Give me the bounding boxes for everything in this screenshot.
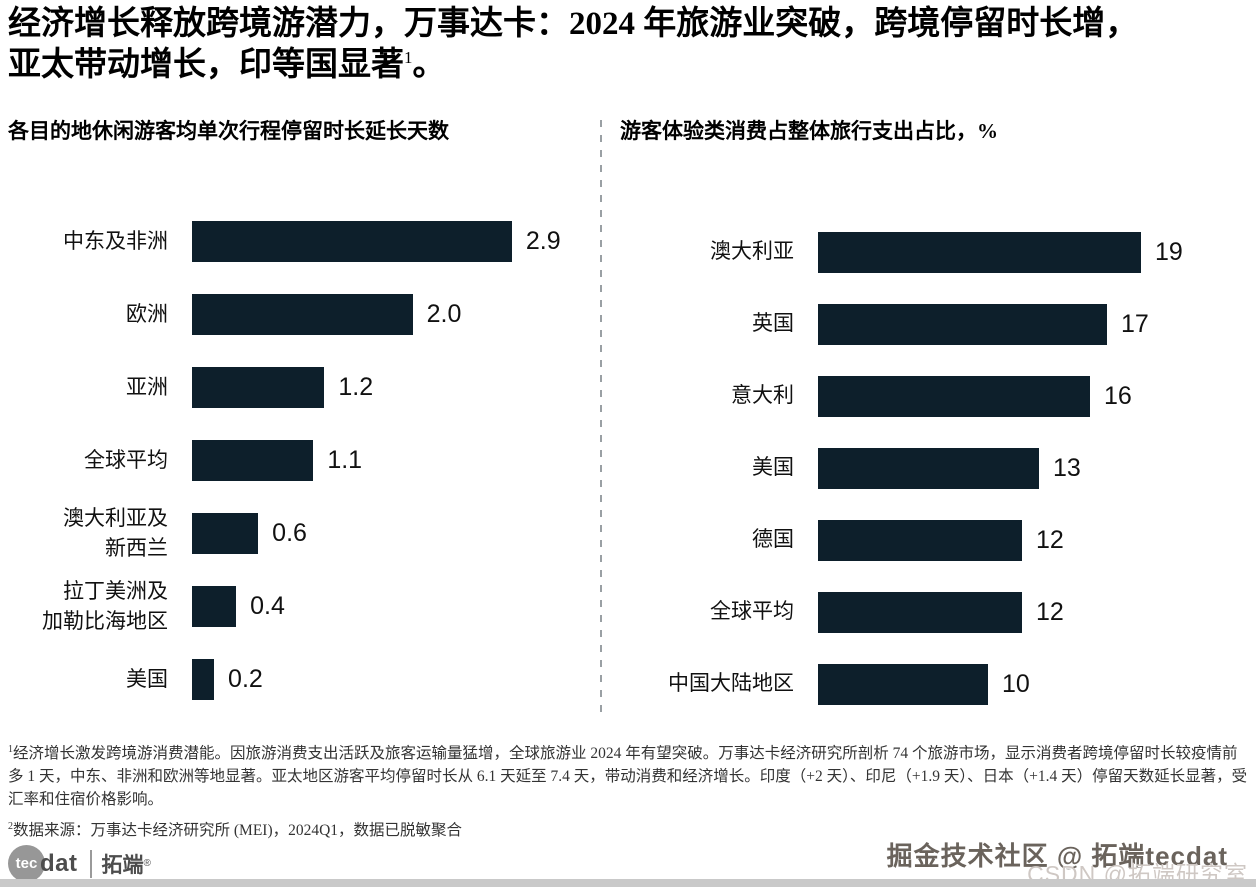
- bar-row: 澳大利亚 19: [620, 216, 1248, 288]
- tecdat-logo-text: dat: [40, 849, 78, 877]
- bar-row: 全球平均 12: [620, 576, 1248, 648]
- bar-row: 拉丁美洲及 加勒比海地区 0.4: [8, 570, 592, 643]
- category-label: 澳大利亚及 新西兰: [63, 506, 168, 560]
- category-label: 全球平均: [84, 447, 168, 472]
- bar: [818, 303, 1107, 345]
- bar-row: 美国 0.2: [8, 643, 592, 716]
- watermark-juejin: 掘金技术社区 @ 拓端tecdat: [886, 841, 1228, 871]
- bar-row: 中东及非洲 2.9: [8, 205, 592, 278]
- bar: [818, 519, 1022, 561]
- bar: [192, 367, 325, 408]
- tecdat-logo-circle: tec: [8, 845, 45, 882]
- footnotes: 1经济增长激发跨境游消费潜能。因旅游消费支出活跃及旅客运输量猛增，全球旅游业 2…: [8, 743, 1248, 842]
- category-label: 美国: [126, 666, 168, 691]
- bar-row: 欧洲 2.0: [8, 278, 592, 351]
- bar: [192, 221, 512, 262]
- value-label: 2.9: [525, 227, 561, 255]
- right-bar-chart: 澳大利亚 19 英国 17 意大利 16 美国 13 德国 12 全球平均 12 中国大陆地区 10: [620, 216, 1248, 720]
- tecdat-logo-chinese: 拓端: [101, 853, 144, 877]
- left-bar-chart: 中东及非洲 2.9 欧洲 2.0 亚洲 1.2 全球平均 1.1 澳大利亚及 新西兰 0.6 拉丁美…: [8, 205, 592, 716]
- title-footnote-marker: 1: [404, 48, 413, 68]
- category-label: 全球平均: [710, 599, 794, 624]
- tecdat-logo: tec dat 拓端 ®: [8, 845, 151, 882]
- footnote-2: 2数据来源：万事达卡经济研究所 (MEI)，2024Q1，数据已脱敏聚合: [8, 820, 1248, 843]
- bar-row: 德国 12: [620, 504, 1248, 576]
- page-bottom-edge: [0, 879, 1256, 887]
- bar: [818, 231, 1141, 273]
- value-label: 0.6: [272, 519, 307, 547]
- bar-row: 英国 17: [620, 288, 1248, 360]
- bar: [192, 440, 314, 481]
- bar: [192, 513, 259, 554]
- bar: [192, 659, 215, 700]
- bar-row: 澳大利亚及 新西兰 0.6: [8, 497, 592, 570]
- footnote-2-text: 数据来源：万事达卡经济研究所 (MEI)，2024Q1，数据已脱敏聚合: [13, 821, 463, 839]
- category-label: 中国大陆地区: [668, 671, 794, 696]
- category-label: 意大利: [731, 383, 794, 408]
- bar-row: 中国大陆地区 10: [620, 648, 1248, 720]
- right-chart-title: 游客体验类消费占整体旅行支出占比，%: [620, 119, 998, 143]
- category-label: 英国: [752, 311, 794, 336]
- bar: [818, 375, 1090, 417]
- bar: [818, 663, 988, 705]
- bar-row: 全球平均 1.1: [8, 424, 592, 497]
- value-label: 17: [1121, 309, 1149, 338]
- category-label: 中东及非洲: [63, 228, 168, 253]
- value-label: 2.0: [426, 300, 462, 328]
- bar-row: 美国 13: [620, 432, 1248, 504]
- value-label: 0.2: [228, 665, 263, 693]
- value-label: 13: [1053, 453, 1081, 482]
- category-label: 拉丁美洲及 加勒比海地区: [42, 579, 168, 633]
- chart-stay-length-extension: 各目的地休闲游客均单次行程停留时长延长天数 中东及非洲 2.9 欧洲 2.0 亚洲 1.2…: [8, 118, 592, 722]
- value-label: 10: [1002, 669, 1030, 698]
- value-label: 0.4: [250, 592, 285, 620]
- dashed-divider: [600, 120, 602, 720]
- bar: [818, 447, 1039, 489]
- logo-separator: [89, 849, 92, 878]
- bar-row: 亚洲 1.2: [8, 351, 592, 424]
- value-label: 19: [1155, 237, 1183, 266]
- value-label: 1.2: [338, 373, 374, 401]
- bar: [818, 591, 1022, 633]
- footnote-1-marker: 1: [8, 744, 13, 755]
- page-title: 经济增长释放跨境游潜力，万事达卡：2024 年旅游业突破，跨境停留时长增， 亚太带…: [8, 4, 1252, 87]
- title-line-2: 亚太带动增长，印等国显著: [8, 47, 404, 84]
- category-label: 澳大利亚: [710, 239, 794, 264]
- bar-row: 意大利 16: [620, 360, 1248, 432]
- registered-trademark-icon: ®: [143, 858, 151, 869]
- category-label: 欧洲: [126, 301, 168, 326]
- left-chart-title: 各目的地休闲游客均单次行程停留时长延长天数: [8, 119, 449, 143]
- footnote-1-text: 经济增长激发跨境游消费潜能。因旅游消费支出活跃及旅客运输量猛增，全球旅游业 20…: [8, 745, 1248, 808]
- category-label: 德国: [752, 527, 794, 552]
- category-label: 亚洲: [126, 374, 168, 399]
- value-label: 1.1: [327, 446, 363, 474]
- title-line-2-end: 。: [412, 47, 446, 84]
- bar: [192, 294, 413, 335]
- value-label: 12: [1036, 597, 1064, 626]
- value-label: 16: [1104, 381, 1132, 410]
- footnote-1: 1经济增长激发跨境游消费潜能。因旅游消费支出活跃及旅客运输量猛增，全球旅游业 2…: [8, 743, 1248, 812]
- chart-experience-spend-share: 游客体验类消费占整体旅行支出占比，% 澳大利亚 19 英国 17 意大利 16 美国 13 德国…: [620, 118, 1248, 722]
- charts-area: 各目的地休闲游客均单次行程停留时长延长天数 中东及非洲 2.9 欧洲 2.0 亚洲 1.2…: [0, 118, 1256, 722]
- bar: [192, 586, 237, 627]
- value-label: 12: [1036, 525, 1064, 554]
- title-line-1: 经济增长释放跨境游潜力，万事达卡：2024 年旅游业突破，跨境停留时长增，: [8, 6, 1139, 42]
- footnote-2-marker: 2: [8, 820, 13, 832]
- category-label: 美国: [752, 455, 794, 480]
